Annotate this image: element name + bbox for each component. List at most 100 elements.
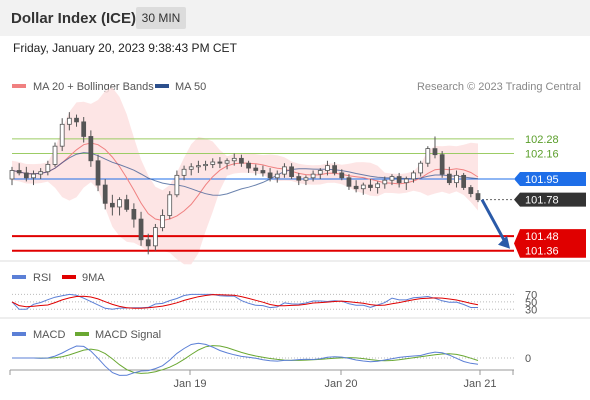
ma20-legend-swatch — [12, 84, 26, 88]
candle-body — [267, 172, 273, 179]
candle-body — [203, 164, 208, 167]
macd-legend-swatch — [12, 332, 26, 336]
support-price-label: 101.36 — [525, 246, 559, 258]
macd-level-label: 0 — [525, 353, 531, 365]
support-price-label: 101.48 — [525, 231, 559, 243]
x-tick-label: Jan 21 — [463, 378, 496, 390]
candle-body — [31, 173, 36, 179]
candle-body — [210, 161, 216, 165]
support-price-tag — [514, 229, 586, 258]
candle-body — [16, 170, 22, 174]
credit-label: Research © 2023 Trading Central — [417, 81, 581, 93]
rsi-level-label: 50 — [525, 297, 537, 309]
candle-body — [196, 165, 201, 168]
candle-body — [475, 193, 481, 201]
chart-header: Dollar Index (ICE) 30 MIN — [0, 0, 590, 36]
candle-body — [468, 187, 474, 194]
ma50-legend-swatch — [155, 84, 169, 88]
macd-line — [12, 342, 479, 376]
macd-signal-legend-swatch — [75, 332, 89, 336]
candle-body — [174, 174, 180, 196]
candle-body — [217, 161, 223, 164]
candle-body — [124, 199, 130, 210]
pivot-price-tag — [514, 172, 586, 186]
candle-body — [45, 164, 51, 173]
candle-body — [74, 117, 79, 123]
candle-body — [145, 239, 151, 247]
candle-body — [66, 117, 72, 125]
candle-body — [52, 145, 58, 165]
candle-body — [131, 208, 137, 220]
candle-body — [375, 183, 381, 188]
last-price-tag — [514, 192, 586, 207]
rsi-legend-label: RSI — [33, 272, 51, 284]
macd-signal-line — [12, 345, 479, 374]
candle-body — [231, 157, 237, 162]
candle-body — [353, 185, 359, 190]
candle-body — [461, 174, 467, 188]
candle-body — [160, 215, 165, 229]
candle-body — [38, 171, 44, 175]
candle-body — [296, 176, 302, 181]
candle-body — [289, 166, 294, 177]
candle-body — [181, 168, 187, 176]
candle-body — [81, 121, 87, 137]
projection-arrow — [480, 198, 508, 245]
resistance-label: 102.28 — [525, 134, 559, 146]
candle-body — [138, 218, 144, 241]
pivot-price-label: 101.95 — [525, 174, 559, 186]
candle-body — [303, 177, 309, 181]
instrument-title: Dollar Index (ICE) — [11, 10, 137, 27]
candle-body — [396, 176, 402, 184]
x-tick-label: Jan 20 — [324, 378, 357, 390]
resistance-label: 102.16 — [525, 148, 559, 160]
candle-body — [360, 184, 366, 190]
candle-body — [188, 166, 194, 170]
candle-body — [403, 178, 409, 184]
candle-body — [59, 123, 65, 147]
candle-body — [310, 173, 316, 179]
x-tick-label: Jan 19 — [173, 378, 206, 390]
candle-body — [23, 172, 29, 179]
candle-body — [317, 170, 323, 175]
candle-body — [117, 199, 122, 208]
candle-body — [260, 170, 266, 174]
candle-body — [239, 157, 244, 164]
candle-body — [454, 174, 459, 184]
candle-body — [153, 227, 158, 247]
candle-body — [368, 184, 373, 188]
candle-body — [282, 166, 287, 175]
rsi-line — [11, 293, 478, 310]
candle-body — [439, 154, 445, 175]
candle-body — [389, 176, 395, 181]
candle-body — [88, 136, 94, 162]
candle-body — [9, 170, 15, 180]
bollinger-band — [12, 87, 478, 265]
candle-body — [95, 160, 101, 186]
candle-body — [167, 194, 173, 216]
candle-body — [339, 172, 345, 179]
candle-body — [425, 148, 431, 164]
candle-body — [446, 173, 452, 184]
candle-body — [432, 148, 438, 156]
candle-body — [325, 165, 330, 171]
rsi-ma-legend-label: 9MA — [82, 272, 105, 284]
x-axis: Jan 19 Jan 20 Jan 21 — [9, 370, 514, 390]
candle-body — [246, 162, 251, 169]
price-panel: 102.28 102.16 101.95 101.78 101.48 101.36 — [9, 87, 586, 265]
candle-body — [274, 173, 280, 179]
candle-body — [253, 167, 259, 171]
ma20-legend-label: MA 20 + Bollinger Bands — [33, 81, 154, 93]
ma50-legend-label: MA 50 — [175, 81, 206, 93]
candle-body — [411, 172, 416, 180]
interval-button[interactable]: 30 MIN — [136, 7, 186, 29]
macd-signal-legend-label: MACD Signal — [95, 329, 161, 341]
candle-body — [332, 165, 337, 174]
candle-body — [418, 162, 424, 174]
candle-body — [346, 177, 352, 187]
candle-body — [224, 160, 230, 164]
macd-legend-label: MACD — [33, 329, 65, 341]
candle-body — [109, 202, 115, 208]
